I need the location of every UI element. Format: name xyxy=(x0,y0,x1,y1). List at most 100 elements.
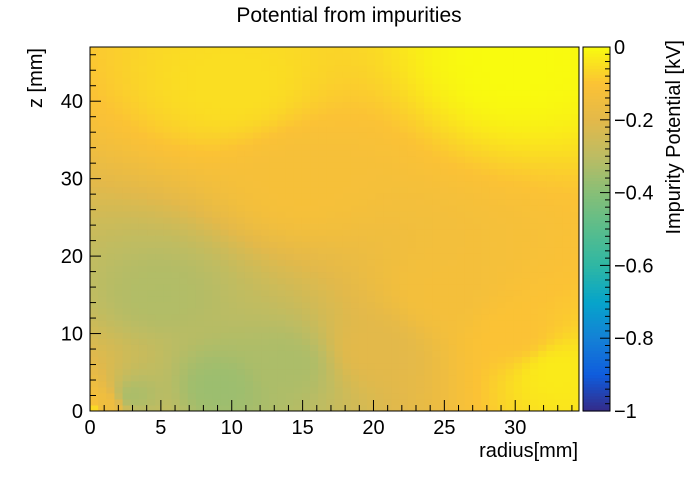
heatmap-cell xyxy=(318,107,327,115)
heatmap-cell xyxy=(358,77,368,84)
heatmap-cell xyxy=(367,138,376,145)
heatmap-cell xyxy=(204,216,213,224)
heatmap-cell xyxy=(358,186,368,194)
heatmap-cell xyxy=(147,204,156,212)
heatmap-cell xyxy=(285,259,295,266)
heatmap-cell xyxy=(440,53,450,60)
heatmap-cell xyxy=(424,89,433,97)
heatmap-cell xyxy=(521,386,531,394)
heatmap-cell xyxy=(350,89,360,97)
heatmap-cell xyxy=(505,77,515,84)
heatmap-cell xyxy=(277,295,287,303)
heatmap-cell xyxy=(122,289,132,297)
heatmap-cell xyxy=(261,253,270,260)
heatmap-cell xyxy=(464,216,474,224)
heatmap-cell xyxy=(220,144,230,151)
heatmap-cell xyxy=(236,271,246,279)
heatmap-cell xyxy=(130,150,140,157)
heatmap-cell xyxy=(318,295,327,303)
heatmap-cell xyxy=(90,229,99,236)
heatmap-cell xyxy=(187,313,197,321)
colorbar-band xyxy=(583,113,610,118)
heatmap-cell xyxy=(432,320,442,327)
heatmap-cell xyxy=(546,350,556,357)
heatmap-cell xyxy=(155,59,164,66)
heatmap-cell xyxy=(106,162,116,169)
heatmap-cell xyxy=(358,259,368,266)
heatmap-cell xyxy=(261,247,270,254)
colorbar-band xyxy=(583,110,610,115)
heatmap-cell xyxy=(440,168,450,175)
heatmap-cell xyxy=(391,95,401,103)
heatmap-cell xyxy=(179,301,189,309)
heatmap-cell xyxy=(228,392,238,400)
heatmap-cell xyxy=(179,277,189,285)
heatmap-cell xyxy=(570,89,579,97)
heatmap-cell xyxy=(424,47,433,54)
heatmap-cell xyxy=(416,295,425,303)
heatmap-cell xyxy=(269,71,279,78)
colorbar-band xyxy=(583,398,610,403)
heatmap-cell xyxy=(432,235,442,242)
heatmap-cell xyxy=(326,150,336,157)
heatmap-cell xyxy=(326,77,336,84)
heatmap-cell xyxy=(130,332,140,339)
heatmap-cell xyxy=(530,253,539,260)
heatmap-cell xyxy=(350,101,360,109)
heatmap-cell xyxy=(301,222,311,230)
heatmap-cell xyxy=(399,277,409,285)
heatmap-cell xyxy=(220,174,230,182)
heatmap-cell xyxy=(301,101,311,109)
heatmap-cell xyxy=(481,119,490,127)
heatmap-cell xyxy=(424,229,433,236)
heatmap-cell xyxy=(521,313,531,321)
heatmap-cell xyxy=(407,150,417,157)
heatmap-cell xyxy=(391,162,401,169)
heatmap-cell xyxy=(383,356,393,364)
colorbar-band xyxy=(583,222,610,227)
heatmap-cell xyxy=(155,368,164,376)
heatmap-cell xyxy=(546,222,556,230)
heatmap-cell xyxy=(432,271,442,279)
heatmap-cell xyxy=(505,222,515,230)
heatmap-cell xyxy=(448,144,458,151)
heatmap-cell xyxy=(358,320,368,327)
heatmap-cell xyxy=(521,320,531,327)
heatmap-cell xyxy=(253,398,262,406)
heatmap-cell xyxy=(440,289,450,297)
heatmap-cell xyxy=(187,53,197,60)
heatmap-cell xyxy=(342,277,352,285)
heatmap-cell xyxy=(358,374,368,382)
heatmap-cell xyxy=(546,192,556,200)
heatmap-cell xyxy=(98,71,107,78)
heatmap-cell xyxy=(293,150,303,157)
heatmap-cell xyxy=(546,216,556,224)
heatmap-cell xyxy=(187,138,197,145)
heatmap-cell xyxy=(236,253,246,260)
heatmap-cell xyxy=(505,107,515,115)
heatmap-cell xyxy=(285,307,295,315)
heatmap-cell xyxy=(163,350,173,357)
heatmap-cell xyxy=(432,77,442,84)
heatmap-cell xyxy=(310,131,319,139)
heatmap-cell xyxy=(562,210,572,218)
heatmap-cell xyxy=(505,253,515,260)
heatmap-cell xyxy=(179,404,189,411)
heatmap-cell xyxy=(538,313,547,321)
heatmap-cell xyxy=(505,301,515,309)
heatmap-cell xyxy=(334,222,344,230)
heatmap-cell xyxy=(350,119,360,127)
colorbar-band xyxy=(583,262,610,266)
heatmap-cell xyxy=(310,113,319,121)
heatmap-cell xyxy=(562,144,572,151)
heatmap-cell xyxy=(448,356,458,364)
heatmap-cell xyxy=(391,77,401,84)
heatmap-cell xyxy=(90,174,99,182)
heatmap-cell xyxy=(538,222,547,230)
heatmap-cell xyxy=(147,101,156,109)
heatmap-cell xyxy=(171,156,181,163)
heatmap-cell xyxy=(473,344,482,351)
heatmap-cell xyxy=(212,326,221,333)
heatmap-cell xyxy=(236,380,246,388)
heatmap-cell xyxy=(407,125,417,133)
